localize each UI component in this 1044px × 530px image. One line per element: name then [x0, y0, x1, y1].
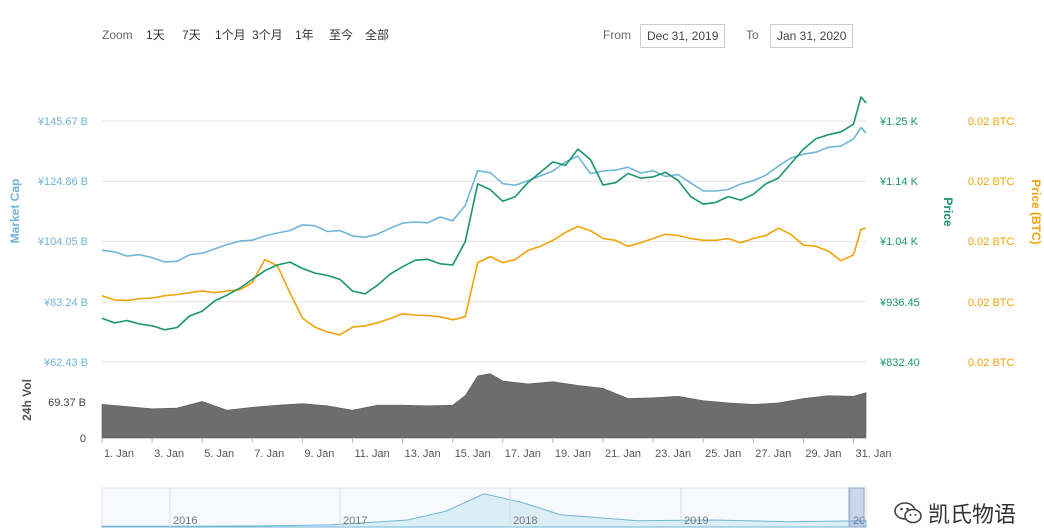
series-layer	[101, 96, 867, 336]
market-cap-tick-label: ¥124.86 B	[37, 176, 88, 188]
x-tick-label: 15. Jan	[455, 448, 491, 460]
series-line-price-btc	[101, 225, 867, 336]
from-label: From	[603, 28, 631, 42]
volume-layer	[101, 373, 867, 439]
x-tick-label: 3. Jan	[154, 448, 184, 460]
price-btc-tick-label: 0.02 BTC	[968, 176, 1015, 188]
x-tick-label: 19. Jan	[555, 448, 591, 460]
market-cap-tick-label: ¥62.43 B	[43, 357, 88, 369]
series-line-price	[101, 96, 867, 331]
watermark-text: 凯氏物语	[927, 502, 1016, 527]
x-tick-label: 17. Jan	[505, 448, 541, 460]
market-cap-tick-label: ¥104.05 B	[37, 236, 88, 248]
from-date-input[interactable]: Dec 31, 2019	[640, 24, 726, 48]
x-tick-label: 13. Jan	[405, 448, 441, 460]
zoom-label: Zoom	[102, 28, 133, 42]
zoom-button-1m[interactable]: 1个月	[211, 24, 250, 46]
zoom-button-1y[interactable]: 1年	[291, 24, 318, 46]
x-tick-label: 25. Jan	[705, 448, 741, 460]
zoom-button-1d[interactable]: 1天	[142, 24, 169, 46]
navigator-tick-label: 2018	[513, 515, 537, 527]
x-tick-label: 9. Jan	[304, 448, 334, 460]
volume-area	[101, 373, 867, 439]
price-tick-label: ¥936.45	[879, 297, 920, 309]
navigator-tick-label: 20	[853, 515, 865, 527]
price-btc-tick-label: 0.02 BTC	[968, 116, 1015, 128]
volume-tick-label: 69.37 B	[48, 397, 86, 409]
to-label: To	[746, 28, 759, 42]
x-tick-label: 29. Jan	[805, 448, 841, 460]
x-tick-label: 5. Jan	[204, 448, 234, 460]
zoom-button-3m[interactable]: 3个月	[248, 24, 287, 46]
watermark: 凯氏物语	[894, 498, 1016, 528]
x-tick-label: 31. Jan	[855, 448, 891, 460]
axis-layer: ¥62.43 B ¥83.24 B ¥104.05 B ¥124.86 B ¥145.6…	[8, 116, 1043, 460]
volume-tick-label: 0	[80, 433, 86, 445]
x-tick-label: 7. Jan	[254, 448, 284, 460]
series-line-market-cap	[101, 126, 867, 263]
x-tick-label: 23. Jan	[655, 448, 691, 460]
navigator-selection-handle	[848, 487, 865, 528]
market-cap-axis-title: Market Cap	[8, 179, 22, 244]
navigator-tick-label: 2016	[173, 515, 197, 527]
navigator-tick-label: 2019	[684, 515, 708, 527]
x-tick-label: 21. Jan	[605, 448, 641, 460]
navigator-area	[101, 493, 867, 528]
zoom-button-all[interactable]: 全部	[361, 24, 394, 46]
price-tick-label: ¥832.40	[879, 357, 920, 369]
market-cap-tick-label: ¥83.24 B	[43, 297, 88, 309]
to-date-input[interactable]: Jan 31, 2020	[770, 24, 854, 48]
price-btc-tick-label: 0.02 BTC	[968, 236, 1015, 248]
x-tick-label: 27. Jan	[755, 448, 791, 460]
zoom-button-ytd[interactable]: 至今	[325, 24, 358, 46]
volume-axis-title: 24h Vol	[20, 379, 34, 421]
price-tick-label: ¥1.25 K	[879, 116, 919, 128]
price-btc-tick-label: 0.02 BTC	[968, 357, 1015, 369]
market-cap-tick-label: ¥145.67 B	[37, 116, 88, 128]
navigator-tick-label: 2017	[343, 515, 367, 527]
price-btc-tick-label: 0.02 BTC	[968, 297, 1015, 309]
chart-toolbar: Zoom 1天 7天 1个月 3个月 1年 至今 全部 From Dec 31,…	[0, 0, 1044, 60]
x-tick-label: 11. Jan	[354, 448, 389, 460]
price-btc-axis-title: Price (BTC)	[1029, 179, 1043, 244]
price-tick-label: ¥1.14 K	[879, 176, 919, 188]
price-axis-title: Price	[941, 197, 955, 227]
zoom-button-7d[interactable]: 7天	[178, 24, 205, 46]
x-tick-label: 1. Jan	[104, 448, 134, 460]
price-tick-label: ¥1.04 K	[879, 236, 919, 248]
wechat-icon	[894, 502, 922, 524]
navigator[interactable]: 2016 2017 2018 2019 20	[101, 487, 867, 528]
